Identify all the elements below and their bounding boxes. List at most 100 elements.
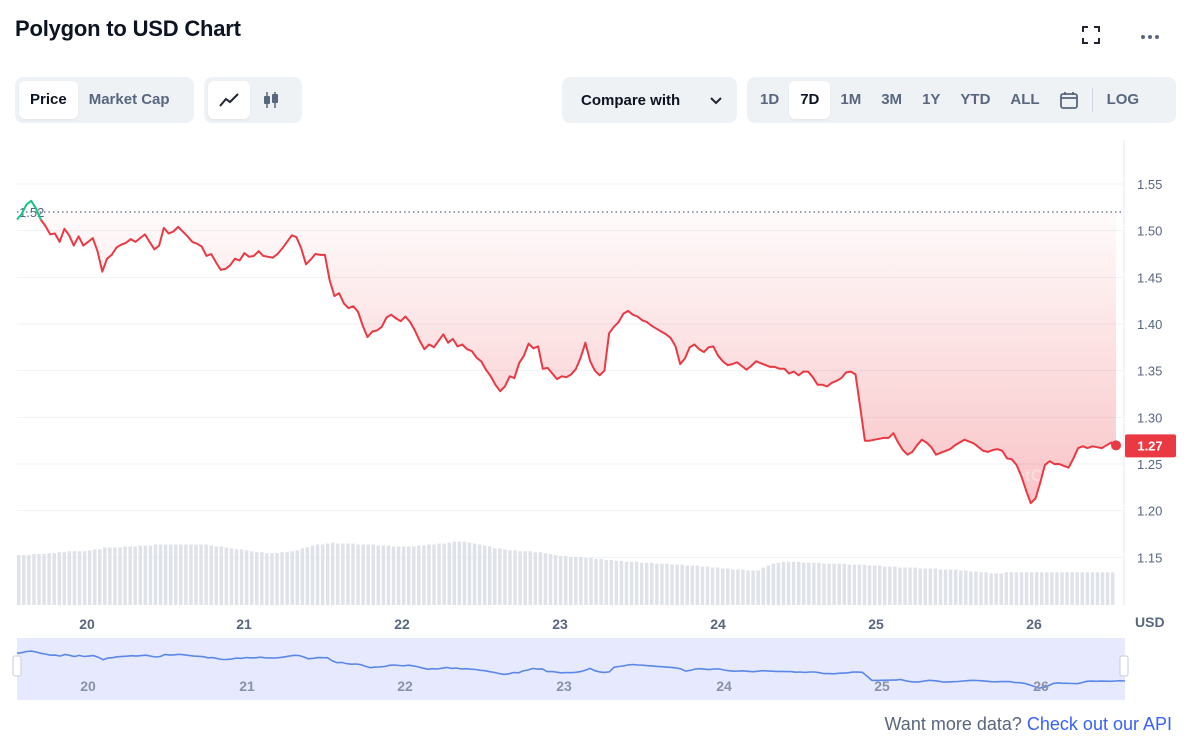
compare-with-label: Compare with — [581, 91, 681, 109]
volume-bar — [275, 553, 279, 605]
volume-bar — [310, 545, 315, 605]
price-chart[interactable]: 1.52 CoinMarketCap 1.551.501.451.401.351… — [0, 130, 1195, 702]
volume-bar — [655, 563, 659, 605]
volume-bar — [447, 542, 451, 605]
x-tick-label: 23 — [552, 616, 568, 632]
volume-bar — [98, 549, 102, 605]
compare-with-dropdown[interactable]: Compare with — [562, 77, 737, 123]
volume-bar — [462, 541, 467, 605]
range-1m[interactable]: 1M — [840, 91, 862, 108]
volume-bar — [786, 561, 791, 605]
volume-bar — [670, 564, 674, 605]
volume-bar — [300, 548, 305, 605]
x-tick-label: 24 — [710, 616, 726, 632]
volume-bar — [493, 548, 497, 605]
api-link[interactable]: Check out our API — [1026, 714, 1172, 734]
volume-bar — [260, 552, 264, 605]
calendar-icon[interactable] — [1050, 81, 1088, 119]
volume-bar — [1060, 572, 1064, 605]
line-chart-icon-glyph — [219, 93, 239, 107]
navigator-background — [17, 638, 1125, 700]
navigator-tick-label: 24 — [716, 678, 732, 694]
y-tick-label: 1.35 — [1137, 364, 1162, 379]
volume-bar — [158, 544, 163, 605]
volume-bar — [204, 544, 208, 605]
volume-bar — [1095, 572, 1100, 605]
volume-bar — [989, 573, 993, 605]
navigator-left-handle[interactable] — [12, 655, 22, 677]
volume-bar — [346, 543, 350, 605]
time-range-selector: 1D 7D 1M 3M 1Y YTD ALL LOG — [747, 77, 1176, 123]
volume-bar — [422, 545, 426, 605]
volume-bar — [933, 568, 938, 605]
volume-bar — [361, 544, 365, 605]
volume-bar — [1034, 572, 1039, 605]
volume-bar — [1040, 572, 1044, 605]
volume-bar — [832, 563, 836, 605]
range-3m[interactable]: 3M — [881, 91, 903, 108]
volume-bar — [285, 552, 289, 605]
range-all[interactable]: ALL — [1010, 91, 1040, 108]
volume-bar — [827, 563, 831, 605]
y-tick-label: 1.55 — [1137, 177, 1162, 192]
expand-icon[interactable] — [1079, 24, 1103, 48]
y-tick-label: 1.30 — [1137, 410, 1162, 425]
chevron-down-icon — [710, 96, 722, 104]
volume-bar — [817, 562, 821, 605]
volume-bar — [1070, 572, 1074, 605]
volume-bar — [305, 547, 310, 605]
volume-bar — [452, 541, 457, 605]
volume-bar — [467, 542, 472, 605]
range-1d[interactable]: 1D — [760, 91, 780, 108]
volume-bar — [852, 564, 857, 605]
range-1y[interactable]: 1Y — [922, 91, 941, 108]
volume-bar — [548, 554, 553, 605]
y-tick-label: 1.25 — [1137, 457, 1162, 472]
volume-bar — [1090, 572, 1095, 605]
volume-bar — [184, 544, 188, 605]
y-tick-label: 1.40 — [1137, 317, 1162, 332]
volume-bar — [736, 569, 740, 605]
volume-bar — [629, 561, 634, 605]
volume-bar — [1019, 572, 1024, 605]
volume-bar — [472, 543, 477, 605]
range-navigator[interactable]: 20 21 22 23 24 25 26 — [12, 638, 1129, 700]
volume-bar — [903, 567, 907, 605]
x-tick-label: 25 — [868, 616, 884, 632]
volume-bar — [751, 570, 755, 605]
range-7d[interactable]: 7D — [789, 81, 831, 119]
tab-price[interactable]: Price — [19, 81, 78, 119]
volume-bar — [1050, 572, 1054, 605]
volume-bar — [1024, 572, 1029, 605]
chart-mode-toggle — [204, 77, 302, 123]
volume-bar — [923, 568, 928, 605]
volume-bar — [746, 570, 750, 605]
volume-bar — [219, 546, 224, 605]
volume-bar — [47, 553, 51, 605]
volume-bar — [325, 543, 330, 605]
volume-bar — [42, 554, 46, 605]
volume-bar — [37, 554, 41, 605]
navigator-tick-label: 21 — [239, 678, 255, 694]
navigator-right-handle[interactable] — [1119, 655, 1129, 677]
volume-bar — [594, 558, 598, 605]
volume-bar — [796, 561, 801, 605]
volume-bar — [660, 563, 664, 605]
tab-market-cap[interactable]: Market Cap — [88, 91, 170, 108]
range-ytd[interactable]: YTD — [960, 91, 991, 108]
line-chart-icon[interactable] — [208, 81, 250, 119]
metric-tabs: Price Market Cap — [15, 77, 194, 123]
volume-bar — [1100, 572, 1105, 605]
volume-bar — [771, 563, 776, 605]
volume-bar — [133, 546, 137, 605]
log-scale-toggle[interactable]: LOG — [1106, 91, 1140, 108]
candlestick-icon[interactable] — [250, 81, 292, 119]
volume-bar — [280, 552, 284, 605]
navigator-tick-label: 22 — [397, 678, 413, 694]
more-horizontal-icon[interactable] — [1138, 24, 1162, 48]
volume-bar — [336, 543, 340, 605]
volume-bar — [726, 568, 730, 605]
volume-bar — [690, 565, 695, 605]
volume-bar — [442, 543, 446, 605]
volume-bar — [417, 545, 421, 605]
